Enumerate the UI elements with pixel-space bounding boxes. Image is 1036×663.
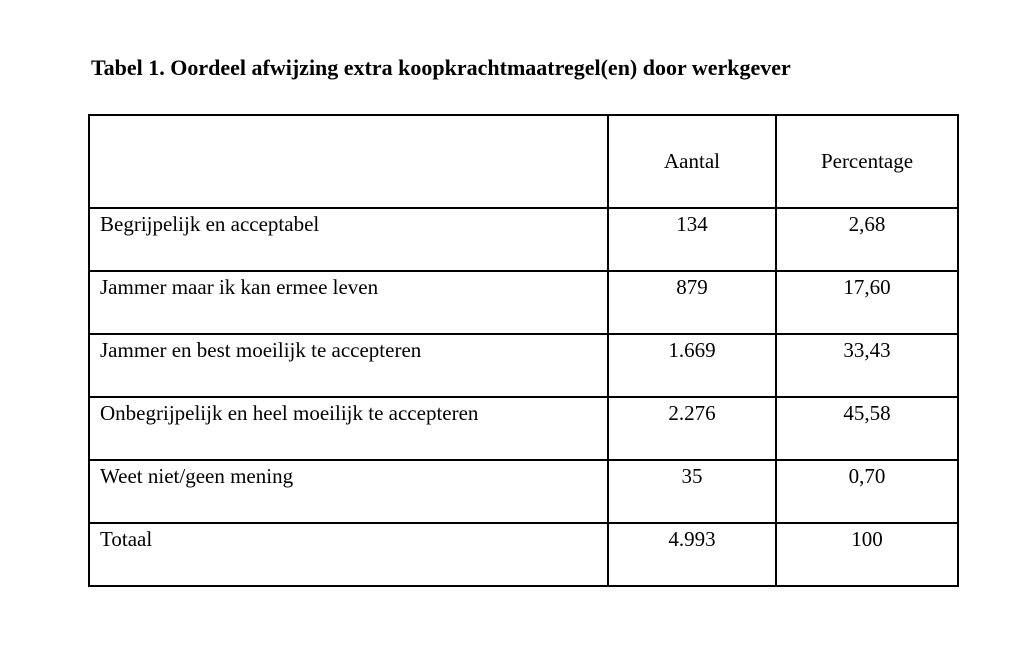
- table-row: Jammer en best moeilijk te accepteren 1.…: [88, 333, 959, 398]
- percentage-value: 2,68: [775, 207, 959, 272]
- percentage-value: 0,70: [775, 459, 959, 524]
- aantal-value: 35: [607, 459, 777, 524]
- row-label: Jammer maar ik kan ermee leven: [88, 270, 609, 335]
- percentage-value: 17,60: [775, 270, 959, 335]
- row-label: Onbegrijpelijk en heel moeilijk te accep…: [88, 396, 609, 461]
- percentage-value: 33,43: [775, 333, 959, 398]
- table-header-row: Aantal Percentage: [88, 114, 959, 209]
- header-cell-aantal: Aantal: [607, 114, 777, 209]
- table-row-total: Totaal 4.993 100: [88, 522, 959, 587]
- data-table: Aantal Percentage Begrijpelijk en accept…: [88, 114, 959, 587]
- percentage-value: 45,58: [775, 396, 959, 461]
- table-row: Onbegrijpelijk en heel moeilijk te accep…: [88, 396, 959, 461]
- aantal-value: 4.993: [607, 522, 777, 587]
- percentage-value: 100: [775, 522, 959, 587]
- aantal-value: 134: [607, 207, 777, 272]
- row-label: Begrijpelijk en acceptabel: [88, 207, 609, 272]
- aantal-value: 879: [607, 270, 777, 335]
- aantal-value: 1.669: [607, 333, 777, 398]
- header-cell-empty: [88, 114, 609, 209]
- row-label: Jammer en best moeilijk te accepteren: [88, 333, 609, 398]
- table-row: Begrijpelijk en acceptabel 134 2,68: [88, 207, 959, 272]
- table-row: Jammer maar ik kan ermee leven 879 17,60: [88, 270, 959, 335]
- header-cell-percentage: Percentage: [775, 114, 959, 209]
- aantal-value: 2.276: [607, 396, 777, 461]
- table-title: Tabel 1. Oordeel afwijzing extra koopkra…: [91, 55, 791, 80]
- row-label: Totaal: [88, 522, 609, 587]
- table-row: Weet niet/geen mening 35 0,70: [88, 459, 959, 524]
- row-label: Weet niet/geen mening: [88, 459, 609, 524]
